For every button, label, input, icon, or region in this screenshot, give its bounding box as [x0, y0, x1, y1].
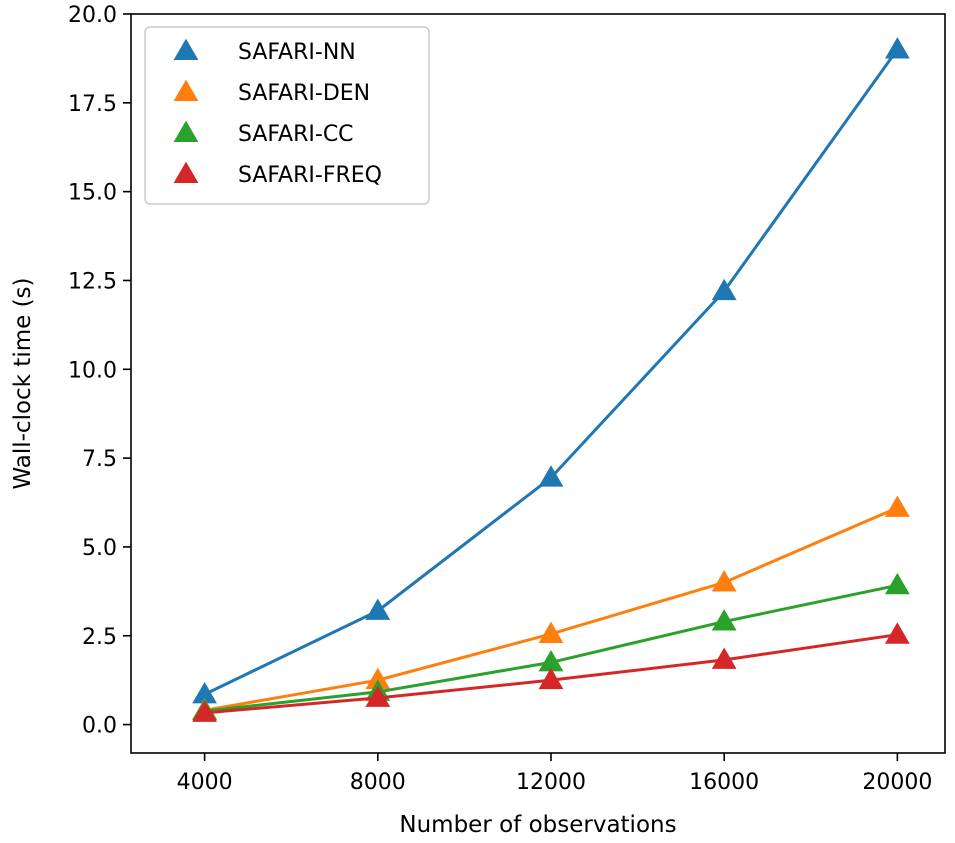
x-tick-label: 16000 [689, 770, 759, 795]
y-tick-label: 20.0 [68, 3, 117, 28]
y-tick-label: 10.0 [68, 358, 117, 383]
series-layer [192, 37, 910, 722]
legend-marker [173, 161, 199, 183]
data-point-marker [192, 700, 218, 722]
data-point-marker [884, 572, 910, 595]
x-tick-label: 8000 [350, 770, 406, 795]
y-tick-label: 7.5 [82, 447, 117, 472]
data-point-marker [538, 465, 564, 487]
legend-marker [173, 120, 199, 142]
x-tick-label: 12000 [516, 770, 586, 795]
y-tick-label: 12.5 [68, 269, 117, 294]
data-point-marker [365, 667, 391, 690]
y-tick-label: 15.0 [68, 181, 117, 206]
legend-marker [173, 79, 199, 101]
series-safari-nn [192, 37, 910, 704]
data-point-marker [884, 622, 910, 644]
data-point-marker [538, 667, 564, 690]
series-safari-freq [192, 622, 910, 722]
data-point-marker [711, 609, 737, 631]
y-axis-label: Wall-clock time (s) [10, 277, 36, 489]
legend: SAFARI-NN SAFARI-DEN SAFARI-CC SAFARI-FREQ [144, 26, 430, 205]
data-point-marker [884, 37, 910, 59]
x-axis: 4000 8000 12000 16000 20000 [177, 753, 932, 795]
legend-marker [173, 38, 199, 60]
data-point-marker [711, 278, 737, 301]
legend-label: SAFARI-FREQ [238, 163, 382, 188]
data-point-marker [538, 621, 564, 643]
y-axis: 0.0 2.5 5.0 7.5 10.0 12.5 15.0 17.5 20.0 [68, 3, 131, 739]
legend-label: SAFARI-CC [238, 122, 354, 147]
series-safari-den [192, 495, 910, 720]
data-point-marker [365, 685, 391, 707]
y-tick-label: 2.5 [82, 625, 117, 650]
legend-label: SAFARI-DEN [238, 81, 370, 106]
data-point-marker [711, 570, 737, 592]
data-point-marker [192, 681, 218, 704]
data-point-marker [538, 650, 564, 672]
plot-frame [130, 13, 946, 754]
x-tick-label: 4000 [177, 770, 233, 795]
data-point-marker [365, 598, 391, 620]
y-tick-label: 0.0 [82, 714, 117, 739]
data-point-marker [884, 495, 910, 517]
y-tick-label: 17.5 [68, 92, 117, 117]
x-tick-label: 20000 [862, 770, 932, 795]
legend-box [144, 26, 430, 205]
data-point-marker [711, 647, 737, 669]
legend-label: SAFARI-NN [238, 40, 356, 65]
y-tick-label: 5.0 [82, 536, 117, 561]
x-axis-label: Number of observations [399, 812, 676, 838]
